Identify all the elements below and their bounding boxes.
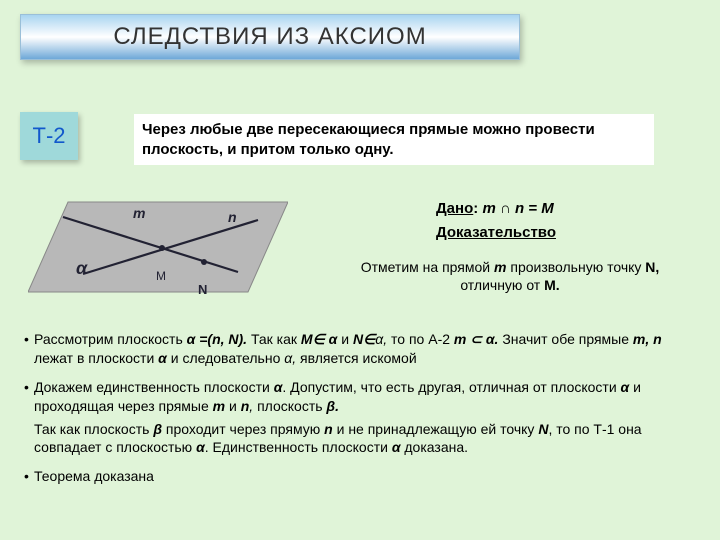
t: Так как [247, 331, 301, 347]
t: n [324, 421, 333, 437]
bullet-3: Теорема доказана [24, 467, 696, 486]
bullet-2b: Так как плоскость β проходит через пряму… [34, 420, 696, 458]
t: α [196, 439, 205, 455]
t: M∈ α [301, 331, 337, 347]
t: Докажем единственность плоскости [34, 379, 274, 395]
theorem-badge: Т-2 [20, 112, 78, 160]
svg-text:N: N [198, 282, 207, 297]
bullet-1: Рассмотрим плоскость α =(n, N). Так как … [24, 330, 696, 368]
t: β [153, 421, 162, 437]
t: Рассмотрим плоскость [34, 331, 187, 347]
note-m: m [494, 259, 506, 275]
note-part: отличную от [460, 277, 544, 293]
t: плоскость [257, 398, 326, 414]
svg-text:M: M [156, 269, 166, 283]
t: лежат в плоскости [34, 350, 158, 366]
geometry-diagram: m n M Nα [28, 192, 288, 312]
t: доказана. [401, 439, 469, 455]
header-title: СЛЕДСТВИЯ ИЗ АКСИОМ [113, 23, 426, 51]
given-value: m ∩ n = M [482, 200, 553, 217]
svg-text:m: m [133, 205, 145, 221]
theorem-badge-label: Т-2 [33, 123, 66, 149]
note-part: произвольную точку [506, 259, 645, 275]
t: n [241, 398, 250, 414]
t: . Единственность плоскости [205, 439, 392, 455]
t: N [538, 421, 548, 437]
proof-heading: Доказательство [436, 224, 556, 241]
t: m ⊂ α. [454, 331, 499, 347]
t: и не принадлежащую ей точку [333, 421, 539, 437]
t: Значит обе прямые [498, 331, 632, 347]
t: проходит через прямую [162, 421, 324, 437]
t: является искомой [296, 350, 417, 366]
t: m [213, 398, 225, 414]
t: α [158, 350, 167, 366]
bullet-2: Докажем единственность плоскости α. Допу… [24, 378, 696, 458]
t: α =(n, N). [187, 331, 247, 347]
t: , [249, 398, 257, 414]
t: α, [375, 331, 391, 347]
t: Так как плоскость [34, 421, 153, 437]
note-text: Отметим на прямой m произвольную точку N… [320, 258, 700, 294]
t: и следовательно [167, 350, 284, 366]
note-part: Отметим на прямой [361, 259, 494, 275]
header-bar: СЛЕДСТВИЯ ИЗ АКСИОМ [20, 14, 520, 60]
note-m2: M. [544, 277, 560, 293]
t: и [337, 331, 353, 347]
t: α [392, 439, 401, 455]
t: . Допустим, что есть другая, отличная от… [282, 379, 620, 395]
t: и [225, 398, 241, 414]
svg-text:α: α [76, 258, 88, 278]
given-block: Дано: m ∩ n = M [436, 200, 554, 217]
t: m, n [633, 331, 662, 347]
t: β. [326, 398, 339, 414]
theorem-statement: Через любые две пересекающиеся прямые мо… [134, 114, 654, 165]
t: то по А-2 [391, 331, 454, 347]
given-label: Дано [436, 200, 473, 217]
note-n: N, [645, 259, 659, 275]
proof-body: Рассмотрим плоскость α =(n, N). Так как … [24, 330, 696, 496]
t: N∈ [353, 331, 375, 347]
t: α, [284, 350, 296, 366]
t: α [621, 379, 630, 395]
svg-text:n: n [228, 209, 237, 225]
